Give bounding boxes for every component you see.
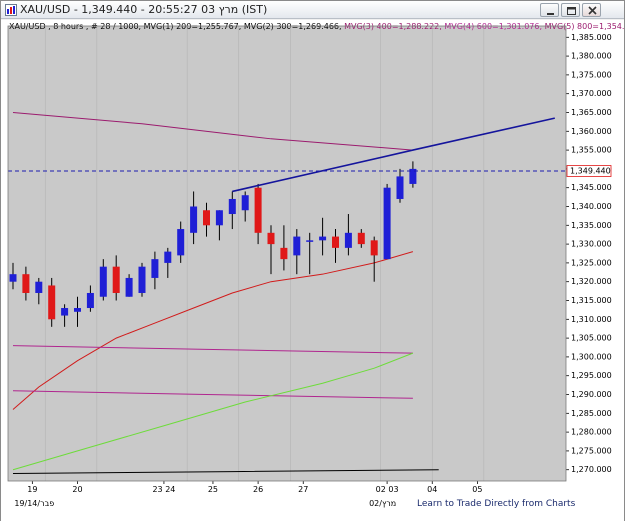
x-tick-label: 19 [27,485,37,494]
candle-body [22,274,30,293]
y-tick-label: 1,300.000 [571,352,612,361]
candle-body [74,308,81,312]
candle-body [306,240,314,242]
candle-body [203,210,210,226]
candle-body [383,187,391,260]
y-tick-label: 1,335.000 [571,221,612,230]
moving-average-line [12,111,413,151]
candle-body [409,168,417,184]
title-bar[interactable]: XAU/USD - 1,349.440 - 20:55:27 03 מרץ (I… [1,1,624,19]
candle-body [125,277,133,297]
candle-body [280,247,288,260]
y-tick-label: 1,290.000 [571,390,612,399]
x-tick-label: 25 [208,485,218,494]
y-tick-label: 1,325.000 [571,258,612,267]
y-tick-label: 1,355.000 [571,146,612,155]
candle-body [151,259,159,278]
candle-body [215,210,223,226]
moving-average-line [12,352,414,471]
y-tick-label: 1,340.000 [571,202,612,211]
x-tick-label: 04 [427,485,437,494]
candle-body [228,198,236,215]
candle-body [267,232,275,245]
plot-border [7,25,567,482]
moving-average-line [12,251,414,410]
x-tick-label: 05 [472,485,482,494]
learn-to-trade-link[interactable]: Learn to Trade Directly from Charts [417,499,576,509]
close-button[interactable] [582,3,601,17]
current-price-tag: 1,349.440 [566,165,612,177]
candle-body [254,187,262,233]
y-tick-label: 1,360.000 [571,127,612,136]
y-tick-label: 1,320.000 [571,277,612,286]
candle-body [344,232,352,248]
x-date-label: 19/14/פבר [14,499,54,508]
current-price-tag-box [566,165,612,177]
x-date-label: 02/מרץ [369,499,396,508]
price-chart[interactable]: XAU/USD , 8 hours , # 28 / 1000, MVG(1) … [1,20,624,521]
chart-area[interactable]: XAU/USD , 8 hours , # 28 / 1000, MVG(1) … [1,20,624,521]
maximize-icon [567,7,576,15]
y-tick-label: 1,310.000 [571,315,612,324]
x-tick-label: 23 24 [152,485,175,494]
window-title: XAU/USD - 1,349.440 - 20:55:27 03 מרץ (I… [20,3,268,16]
candle-body [177,229,185,256]
y-tick-label: 1,330.000 [571,240,612,249]
x-tick-label: 26 [253,485,263,494]
y-tick-label: 1,385.000 [571,33,612,42]
close-icon [588,6,597,15]
x-tick-label: 20 [72,485,82,494]
y-tick-label: 1,280.000 [571,428,612,437]
candle-body [293,236,301,256]
maximize-button[interactable] [561,3,580,17]
candle-body [396,176,404,199]
candle-body [241,195,249,211]
trend-line-path[interactable] [232,117,555,193]
candle-body [370,240,378,256]
y-tick-label: 1,285.000 [571,409,612,418]
y-tick-label: 1,315.000 [571,296,612,305]
moving-average-lines [12,111,439,474]
y-tick-label: 1,365.000 [571,108,612,117]
y-tick-label: 1,295.000 [571,371,612,380]
candle-body [112,266,120,293]
current-price-value: 1,349.440 [570,166,611,175]
y-tick-label: 1,275.000 [571,446,612,455]
moving-average-line [12,390,413,399]
moving-average-line [12,469,439,474]
candlesticks [9,161,417,327]
candle-body [190,206,198,233]
minimize-button[interactable] [540,3,559,17]
legend-mvg5: MVG(5) 800=1,354.016, [542,22,624,31]
candle-body [138,266,146,293]
y-tick-label: 1,305.000 [571,334,612,343]
candle-body [9,274,17,282]
candle-body [99,266,107,297]
candle-body [332,236,339,248]
candle-body [357,232,365,245]
y-tick-label: 1,370.000 [571,89,612,98]
vertical-gridlines [44,26,485,481]
moving-average-line [12,345,413,354]
minimize-icon [547,13,554,15]
candle-body [164,251,172,263]
y-tick-label: 1,345.000 [571,183,612,192]
chart-app-icon [5,4,17,16]
trend-line[interactable] [232,117,555,193]
price-axis[interactable]: 1,270.000 1,275.000 1,280.000 1,285.000 1,29… [566,33,612,474]
y-tick-label: 1,380.000 [571,52,612,61]
y-tick-label: 1,375.000 [571,70,612,79]
candle-body [61,308,69,316]
x-tick-label: 27 [298,485,308,494]
time-axis[interactable]: 19 20 23 24 25 26 27 02 03 04 05 19/14/פבר 02/מרץ [14,481,482,508]
candle-body [319,236,327,241]
y-tick-label: 1,270.000 [571,465,612,474]
candle-body [86,292,94,309]
candle-body [48,285,56,320]
candle-body [35,281,43,293]
x-tick-label: 02 03 [376,485,399,494]
